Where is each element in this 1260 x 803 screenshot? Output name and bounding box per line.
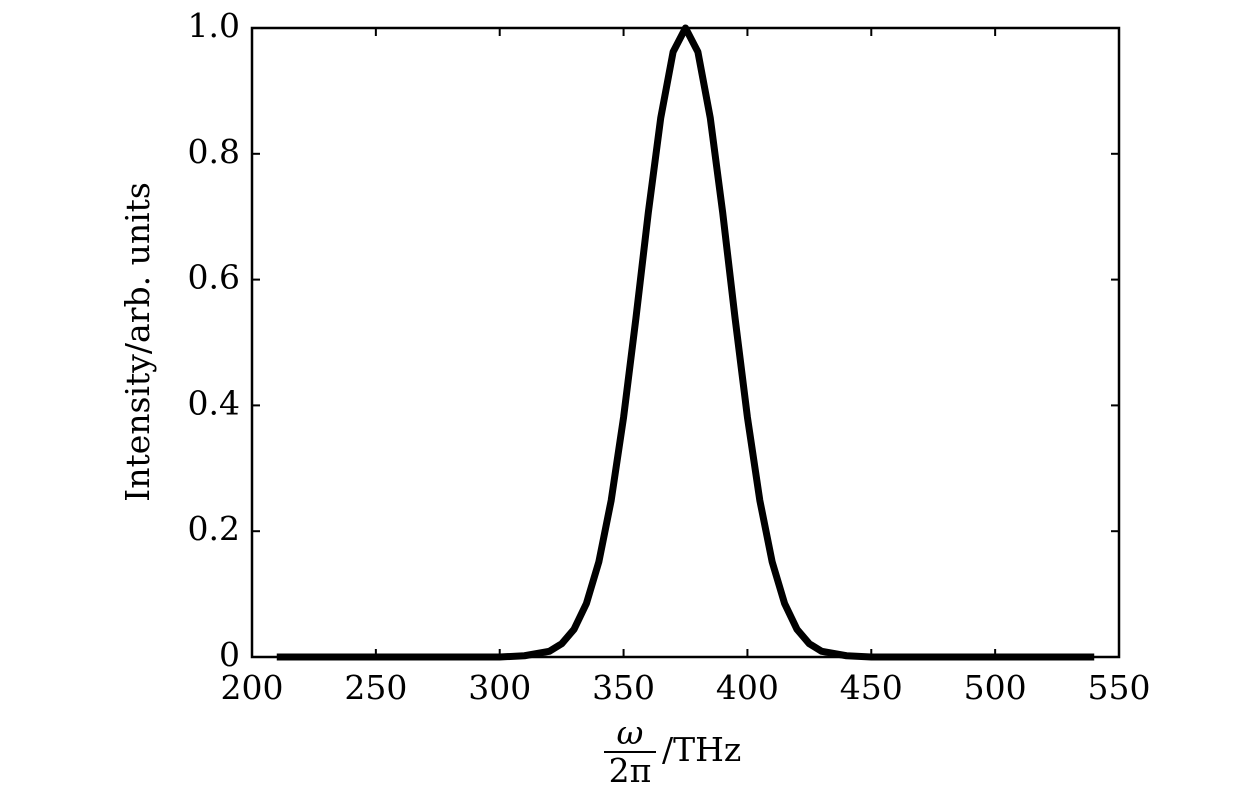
data-line [276,24,1095,661]
x-label-denominator: 2π [609,751,652,790]
y-tick-label: 0.8 [188,132,240,171]
x-label-numerator: ω [617,713,644,752]
x-tick-label: 200 [221,668,284,707]
x-tick-label: 250 [344,668,407,707]
y-tick-label: 0.2 [188,509,240,548]
x-tick-label: 450 [840,668,903,707]
x-tick-label: 350 [592,668,655,707]
y-axis-label: Intensity/arb. units [118,182,157,502]
y-tick-label: 0.6 [188,258,240,297]
x-tick-label: 300 [468,668,531,707]
x-tick-label: 500 [964,668,1027,707]
x-tick-label: 550 [1088,668,1151,707]
x-tick-label: 400 [716,668,779,707]
y-tick-label: 0.4 [188,383,240,422]
y-tick-label: 0 [219,635,240,674]
y-tick-label: 1.0 [188,6,240,45]
x-label-unit: /THz [662,730,741,769]
plot-frame [250,26,1121,659]
